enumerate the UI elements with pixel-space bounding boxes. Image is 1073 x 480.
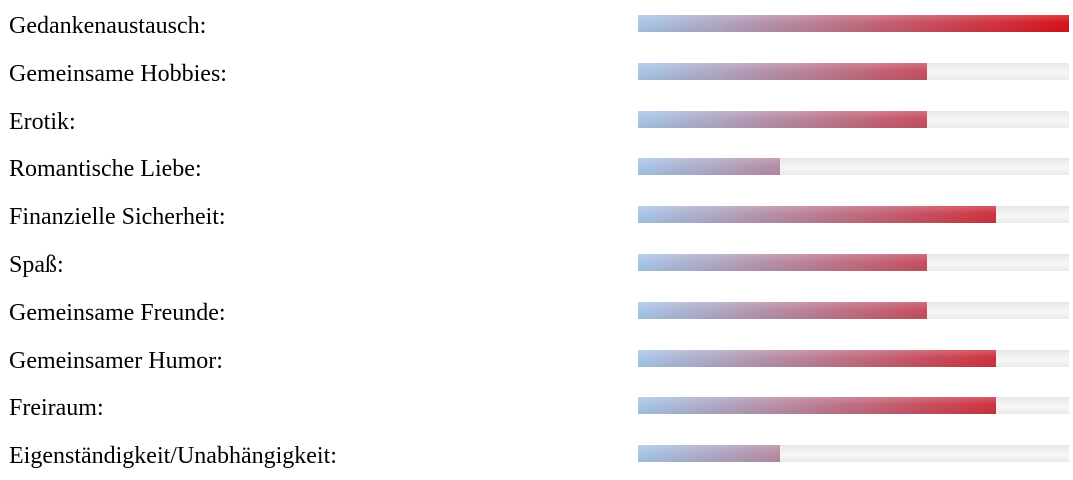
rating-bar-track (638, 158, 1069, 176)
rating-bar-track (638, 15, 1069, 32)
rating-label: Finanzielle Sicherheit: (9, 204, 226, 231)
rating-row: Gemeinsame Freunde: (0, 289, 1073, 337)
rating-label: Gemeinsame Freunde: (9, 299, 226, 326)
rating-bar-fill (638, 15, 1069, 32)
rating-bar-fill (638, 158, 781, 176)
rating-bar-fill (638, 62, 927, 80)
rating-label: Gedankenaustausch: (9, 13, 207, 39)
rating-bar-track (638, 62, 1069, 80)
rating-bar-fill (638, 349, 996, 367)
rating-bar-track (638, 206, 1069, 224)
rating-row: Romantische Liebe: (0, 145, 1073, 193)
rating-bar-fill (638, 397, 996, 415)
rating-bar-track (638, 110, 1069, 128)
rating-label: Erotik: (9, 108, 76, 135)
rating-bar-fill (638, 301, 927, 319)
rating-label: Gemeinsamer Humor: (9, 347, 223, 374)
rating-row: Spaß: (0, 241, 1073, 289)
rating-label: Gemeinsame Hobbies: (9, 60, 227, 87)
rating-label: Spaß: (9, 252, 64, 278)
rating-row: Freiraum: (0, 384, 1073, 432)
rating-label: Freiraum: (9, 395, 104, 422)
rating-bar-fill (638, 110, 927, 128)
rating-row: Gemeinsamer Humor: (0, 337, 1073, 385)
rating-bar-fill (638, 445, 781, 463)
rating-row: Finanzielle Sicherheit: (0, 193, 1073, 241)
rating-row: Eigenständigkeit/Unabhängigkeit: (0, 432, 1073, 480)
rating-bar-track (638, 397, 1069, 415)
rating-bar-track (638, 445, 1069, 463)
rating-bar-fill (638, 206, 996, 224)
rating-bar-fill (638, 254, 927, 271)
rating-row: Gemeinsame Hobbies: (0, 50, 1073, 98)
rating-bar-track (638, 349, 1069, 367)
rating-bar-track (638, 254, 1069, 271)
rating-row: Erotik: (0, 98, 1073, 146)
rating-label: Romantische Liebe: (9, 156, 202, 183)
rating-bar-track (638, 301, 1069, 319)
rating-row: Gedankenaustausch: (0, 2, 1073, 50)
rating-label: Eigenständigkeit/Unabhängigkeit: (9, 443, 337, 470)
